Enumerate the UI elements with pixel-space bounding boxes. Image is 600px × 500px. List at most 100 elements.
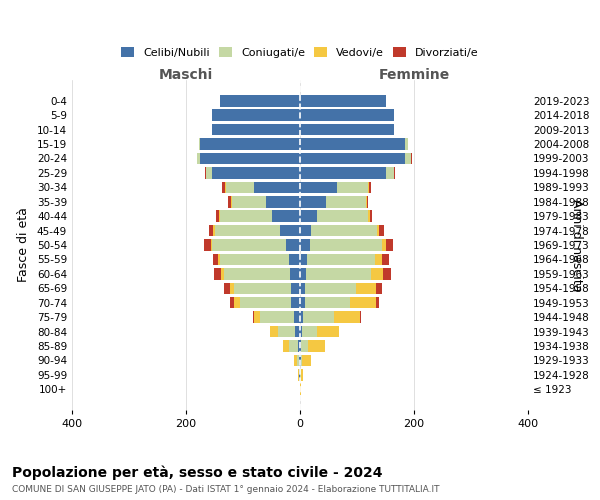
Text: COMUNE DI SAN GIUSEPPE JATO (PA) - Dati ISTAT 1° gennaio 2024 - Elaborazione TUT: COMUNE DI SAN GIUSEPPE JATO (PA) - Dati … — [12, 485, 439, 494]
Bar — [205, 167, 206, 178]
Bar — [301, 369, 304, 380]
Bar — [220, 95, 300, 106]
Bar — [386, 239, 393, 251]
Bar — [235, 282, 292, 294]
Bar — [307, 254, 375, 265]
Bar — [235, 297, 240, 308]
Bar — [266, 196, 300, 207]
Bar — [224, 282, 230, 294]
Bar — [209, 225, 214, 236]
Bar — [228, 196, 231, 207]
Bar — [300, 297, 305, 308]
Bar — [220, 254, 289, 265]
Bar — [223, 182, 226, 193]
Bar — [290, 268, 300, 280]
Bar — [300, 196, 326, 207]
Bar — [386, 167, 394, 178]
Bar — [300, 312, 303, 323]
Bar — [300, 138, 406, 150]
Bar — [278, 326, 295, 338]
Bar — [232, 196, 266, 207]
Bar — [224, 268, 290, 280]
Bar — [406, 138, 409, 150]
Bar — [254, 312, 260, 323]
Text: Femmine: Femmine — [379, 68, 449, 82]
Bar — [289, 340, 298, 351]
Bar — [300, 210, 317, 222]
Bar — [206, 167, 212, 178]
Bar — [253, 312, 254, 323]
Bar — [394, 167, 395, 178]
Legend: Celibi/Nubili, Coniugati/e, Vedovi/e, Divorziati/e: Celibi/Nubili, Coniugati/e, Vedovi/e, Di… — [117, 42, 483, 62]
Bar — [334, 312, 360, 323]
Bar — [300, 326, 302, 338]
Bar — [300, 182, 337, 193]
Bar — [212, 167, 300, 178]
Bar — [382, 254, 389, 265]
Bar — [297, 354, 299, 366]
Bar — [376, 297, 379, 308]
Bar — [230, 282, 235, 294]
Bar — [367, 196, 368, 207]
Bar — [200, 138, 300, 150]
Bar — [212, 239, 286, 251]
Bar — [280, 225, 300, 236]
Text: Popolazione per età, sesso e stato civile - 2024: Popolazione per età, sesso e stato civil… — [12, 465, 383, 479]
Bar — [360, 312, 361, 323]
Bar — [300, 340, 301, 351]
Bar — [221, 268, 224, 280]
Bar — [270, 326, 278, 338]
Bar — [300, 167, 386, 178]
Bar — [300, 110, 394, 121]
Bar — [371, 268, 383, 280]
Bar — [300, 282, 305, 294]
Bar — [294, 354, 297, 366]
Y-axis label: Anni di nascita: Anni di nascita — [570, 198, 583, 291]
Bar — [211, 239, 212, 251]
Bar — [300, 225, 311, 236]
Bar — [216, 210, 219, 222]
Bar — [295, 312, 300, 323]
Bar — [230, 297, 235, 308]
Bar — [292, 282, 300, 294]
Bar — [199, 138, 200, 150]
Bar — [292, 297, 300, 308]
Bar — [375, 254, 382, 265]
Bar — [383, 268, 391, 280]
Bar — [300, 239, 310, 251]
Bar — [219, 210, 220, 222]
Bar — [300, 124, 394, 136]
Bar — [376, 282, 382, 294]
Bar — [213, 254, 218, 265]
Bar — [406, 152, 411, 164]
Bar — [254, 182, 300, 193]
Bar — [310, 239, 382, 251]
Bar — [382, 239, 386, 251]
Bar — [377, 225, 379, 236]
Bar — [298, 369, 299, 380]
Bar — [311, 225, 377, 236]
Bar — [365, 196, 367, 207]
Bar — [289, 254, 300, 265]
Bar — [350, 297, 376, 308]
Bar — [303, 312, 334, 323]
Bar — [212, 124, 300, 136]
Bar — [299, 354, 300, 366]
Bar — [197, 152, 200, 164]
Bar — [317, 210, 368, 222]
Bar — [368, 210, 370, 222]
Bar — [212, 110, 300, 121]
Bar — [302, 326, 317, 338]
Bar — [214, 225, 215, 236]
Bar — [203, 239, 211, 251]
Bar — [300, 268, 306, 280]
Bar — [215, 225, 280, 236]
Bar — [283, 340, 289, 351]
Bar — [218, 254, 220, 265]
Bar — [295, 326, 300, 338]
Bar — [240, 297, 292, 308]
Bar — [220, 210, 271, 222]
Bar — [308, 340, 325, 351]
Bar — [326, 196, 365, 207]
Bar — [317, 326, 340, 338]
